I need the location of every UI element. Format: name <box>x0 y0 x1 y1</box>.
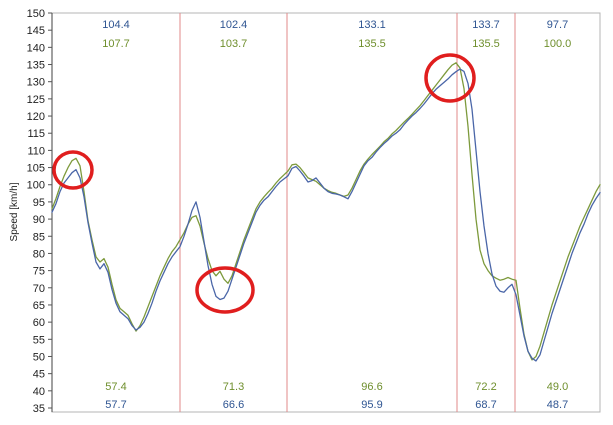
sector-max-label: 100.0 <box>544 38 572 50</box>
sector-labels: 104.4 107.7 57.4 57.7 102.4 103.7 71.3 66.6 133.… <box>102 19 571 411</box>
y-tick-label: 35 <box>33 403 45 415</box>
y-tick-label: 75 <box>33 266 45 278</box>
speed-trace-line-2 <box>51 68 601 362</box>
sector-max-label: 97.7 <box>547 19 568 31</box>
sector-min-label: 48.7 <box>547 399 568 411</box>
y-tick-label: 120 <box>27 111 45 123</box>
sector-min-label: 66.6 <box>223 399 244 411</box>
sector-min-label: 96.6 <box>361 381 382 393</box>
y-tick-label: 55 <box>33 334 45 346</box>
y-tick-label: 130 <box>27 77 45 89</box>
y-axis-ticks: 150 145 140 135 130 125 120 115 110 105 100 95 90 85 8… <box>27 8 52 415</box>
sector-max-label: 104.4 <box>102 19 130 31</box>
sector-min-label: 57.4 <box>105 381 126 393</box>
sector-min-label: 68.7 <box>475 399 496 411</box>
y-tick-label: 80 <box>33 248 45 260</box>
sector-max-label: 135.5 <box>358 38 386 50</box>
sector-min-label: 72.2 <box>475 381 496 393</box>
y-tick-label: 105 <box>27 163 45 175</box>
sector-min-label: 49.0 <box>547 381 568 393</box>
y-tick-label: 45 <box>33 369 45 381</box>
sector-min-label: 71.3 <box>223 381 244 393</box>
y-tick-label: 90 <box>33 214 45 226</box>
highlight-circle <box>424 53 476 103</box>
sector-max-label: 103.7 <box>220 38 248 50</box>
y-tick-label: 125 <box>27 94 45 106</box>
y-tick-label: 95 <box>33 197 45 209</box>
y-axis-label: Speed [km/h] <box>9 182 20 241</box>
y-tick-label: 50 <box>33 351 45 363</box>
y-tick-label: 65 <box>33 300 45 312</box>
y-tick-label: 40 <box>33 386 45 398</box>
y-tick-label: 60 <box>33 317 45 329</box>
y-tick-label: 145 <box>27 25 45 37</box>
y-tick-label: 140 <box>27 42 45 54</box>
sector-max-label: 133.1 <box>358 19 386 31</box>
highlight-circle <box>52 150 94 190</box>
series-lines <box>51 62 601 362</box>
y-tick-label: 135 <box>27 60 45 72</box>
sector-min-label: 95.9 <box>361 399 382 411</box>
sector-dividers <box>179 13 516 412</box>
y-tick-label: 115 <box>27 128 45 140</box>
highlight-circles <box>52 53 476 314</box>
y-tick-label: 150 <box>27 8 45 20</box>
y-tick-label: 85 <box>33 231 45 243</box>
sector-max-label: 133.7 <box>472 19 500 31</box>
sector-min-label: 57.7 <box>105 399 126 411</box>
y-tick-label: 110 <box>27 145 45 157</box>
sector-max-label: 102.4 <box>220 19 248 31</box>
y-tick-label: 70 <box>33 283 45 295</box>
y-tick-label: 100 <box>27 180 45 192</box>
highlight-circle <box>195 266 255 314</box>
sector-max-label: 135.5 <box>472 38 500 50</box>
sector-max-label: 107.7 <box>102 38 130 50</box>
